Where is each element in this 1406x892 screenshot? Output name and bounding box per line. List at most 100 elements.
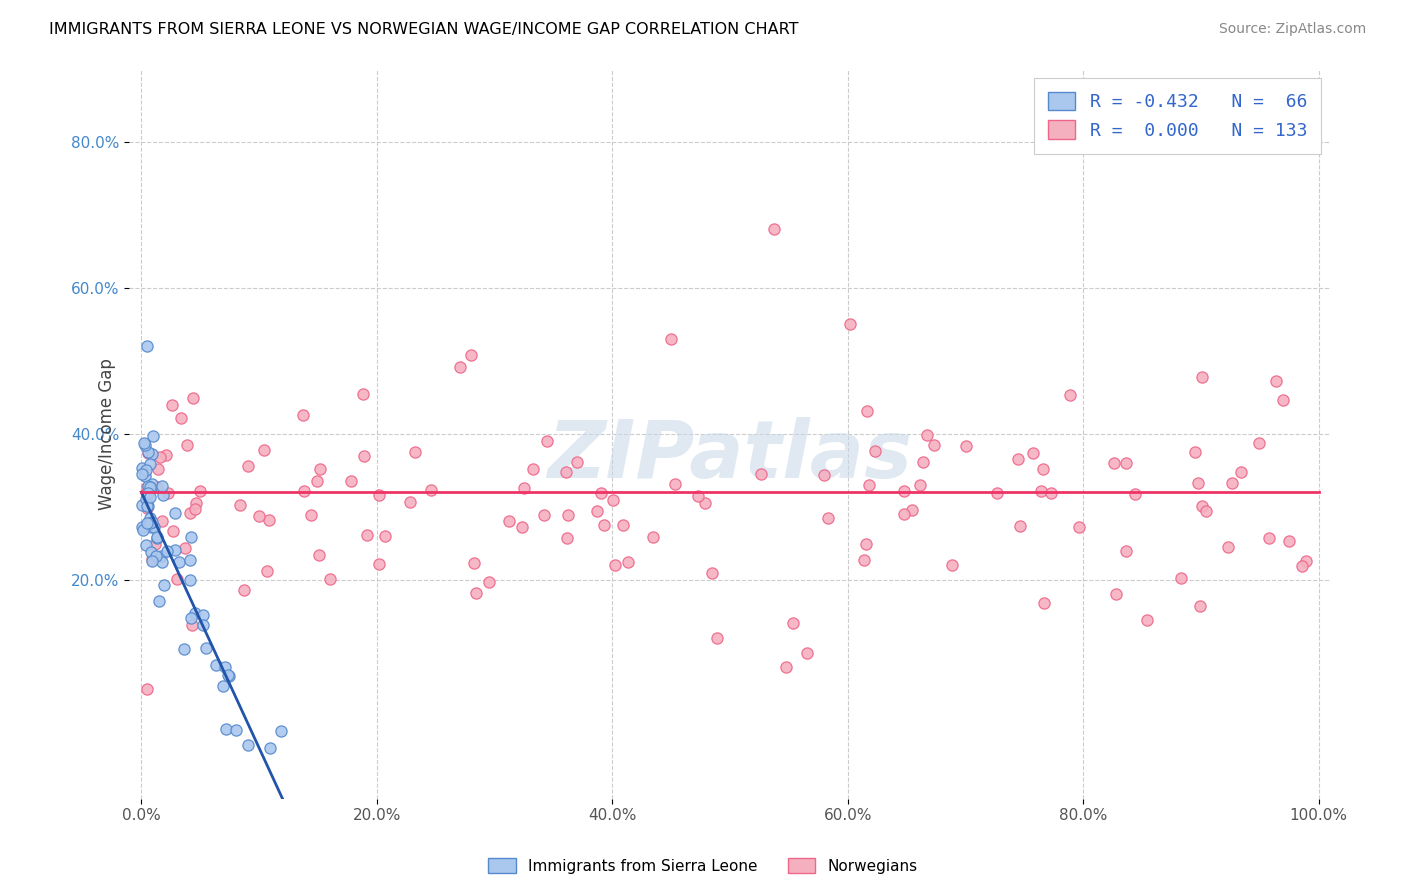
Point <box>838 317 860 331</box>
Point <box>555 531 578 545</box>
Point <box>148 594 170 608</box>
Point <box>901 503 924 517</box>
Point <box>188 483 211 498</box>
Point <box>150 555 173 569</box>
Point <box>1170 571 1192 585</box>
Point <box>374 529 396 543</box>
Point <box>404 445 426 459</box>
Text: IMMIGRANTS FROM SIERRA LEONE VS NORWEGIAN WAGE/INCOME GAP CORRELATION CHART: IMMIGRANTS FROM SIERRA LEONE VS NORWEGIA… <box>49 22 799 37</box>
Point <box>617 555 640 569</box>
Point <box>181 391 204 405</box>
Point <box>986 485 1008 500</box>
Point <box>1007 451 1029 466</box>
Point <box>166 573 188 587</box>
Point <box>1230 465 1253 479</box>
Point <box>184 502 207 516</box>
Point <box>131 520 153 534</box>
Point <box>214 659 236 673</box>
Point <box>156 543 179 558</box>
Point <box>1278 534 1301 549</box>
Point <box>162 524 184 538</box>
Point <box>191 607 214 622</box>
Point <box>510 520 533 534</box>
Point <box>136 445 159 459</box>
Point <box>602 492 624 507</box>
Point <box>686 489 709 503</box>
Legend: R = -0.432   N =  66, R =  0.000   N = 133: R = -0.432 N = 66, R = 0.000 N = 133 <box>1033 78 1322 154</box>
Point <box>215 722 238 736</box>
Point <box>132 523 155 537</box>
Point <box>664 477 686 491</box>
Point <box>855 536 877 550</box>
Point <box>136 480 159 494</box>
Point <box>555 466 578 480</box>
Text: ZIPatlas: ZIPatlas <box>547 417 912 494</box>
Point <box>259 741 281 756</box>
Point <box>136 500 159 515</box>
Point <box>146 480 169 494</box>
Point <box>1272 392 1295 407</box>
Point <box>463 557 485 571</box>
Point <box>180 530 202 544</box>
Point <box>340 474 363 488</box>
Point <box>1032 462 1054 476</box>
Point <box>1123 487 1146 501</box>
Point <box>179 506 201 520</box>
Point <box>155 448 177 462</box>
Point <box>136 485 159 500</box>
Point <box>170 411 193 425</box>
Point <box>139 544 162 558</box>
Point <box>205 657 228 672</box>
Point <box>139 490 162 504</box>
Point <box>1220 475 1243 490</box>
Point <box>253 442 276 457</box>
Point <box>136 339 159 353</box>
Point <box>146 462 169 476</box>
Point <box>238 459 260 474</box>
Point <box>775 660 797 674</box>
Point <box>135 463 157 477</box>
Point <box>292 484 315 499</box>
Point <box>134 436 156 450</box>
Point <box>751 467 773 481</box>
Point <box>817 511 839 525</box>
Point <box>763 222 786 236</box>
Point <box>233 582 256 597</box>
Point <box>136 516 159 530</box>
Point <box>299 508 322 522</box>
Point <box>146 530 169 544</box>
Point <box>141 447 163 461</box>
Point <box>1257 531 1279 545</box>
Point <box>145 537 167 551</box>
Point <box>1216 540 1239 554</box>
Point <box>135 491 157 506</box>
Point <box>181 617 204 632</box>
Point <box>1189 599 1212 613</box>
Point <box>399 495 422 509</box>
Point <box>368 488 391 502</box>
Point <box>460 348 482 362</box>
Point <box>139 481 162 495</box>
Point <box>139 511 162 525</box>
Point <box>1291 558 1313 573</box>
Point <box>565 455 588 469</box>
Point <box>195 640 218 655</box>
Point <box>134 437 156 451</box>
Point <box>1191 499 1213 513</box>
Point <box>257 513 280 527</box>
Point <box>180 611 202 625</box>
Point <box>184 496 207 510</box>
Point <box>184 606 207 620</box>
Point <box>146 531 169 545</box>
Point <box>1195 504 1218 518</box>
Point <box>1022 446 1045 460</box>
Point <box>131 467 153 481</box>
Point <box>173 642 195 657</box>
Point <box>308 462 330 476</box>
Point <box>179 552 201 566</box>
Point <box>153 578 176 592</box>
Point <box>1136 613 1159 627</box>
Point <box>893 483 915 498</box>
Point <box>1184 444 1206 458</box>
Point <box>522 461 544 475</box>
